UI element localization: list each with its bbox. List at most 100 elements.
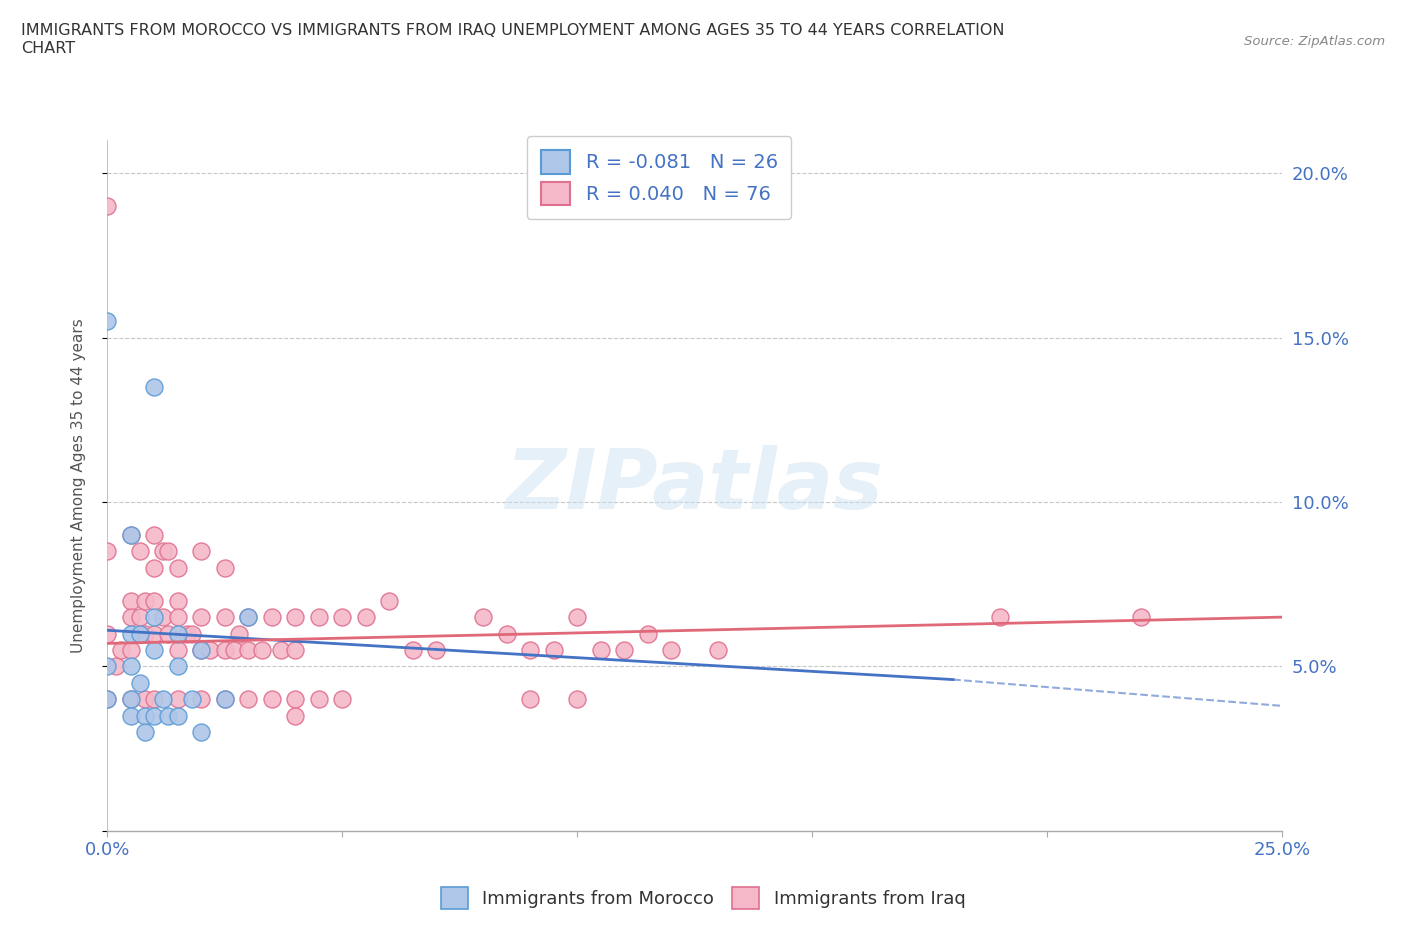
Point	[120, 692, 142, 707]
Point	[1130, 610, 1153, 625]
Point	[96, 692, 118, 707]
Point	[284, 643, 307, 658]
Point	[176, 626, 198, 641]
Point	[270, 643, 292, 658]
Point	[236, 643, 259, 658]
Point	[105, 659, 128, 674]
Point	[166, 610, 188, 625]
Point	[613, 643, 636, 658]
Point	[166, 643, 188, 658]
Point	[152, 692, 174, 707]
Point	[129, 626, 152, 641]
Point	[637, 626, 659, 641]
Point	[96, 626, 118, 641]
Point	[330, 692, 353, 707]
Point	[236, 610, 259, 625]
Point	[120, 610, 142, 625]
Point	[180, 692, 202, 707]
Point	[284, 709, 307, 724]
Point	[120, 527, 142, 542]
Point	[565, 692, 588, 707]
Point	[250, 643, 273, 658]
Point	[152, 610, 174, 625]
Point	[157, 709, 180, 724]
Legend: R = -0.081   N = 26, R = 0.040   N = 76: R = -0.081 N = 26, R = 0.040 N = 76	[527, 137, 792, 219]
Point	[589, 643, 612, 658]
Point	[543, 643, 565, 658]
Point	[190, 692, 212, 707]
Point	[200, 643, 222, 658]
Point	[134, 593, 156, 608]
Point	[659, 643, 682, 658]
Point	[378, 593, 401, 608]
Point	[308, 692, 330, 707]
Point	[120, 692, 142, 707]
Point	[190, 724, 212, 739]
Point	[236, 692, 259, 707]
Point	[401, 643, 423, 658]
Point	[214, 610, 236, 625]
Point	[134, 724, 156, 739]
Point	[120, 527, 142, 542]
Point	[129, 544, 152, 559]
Point	[214, 561, 236, 576]
Point	[308, 610, 330, 625]
Point	[472, 610, 495, 625]
Point	[143, 610, 166, 625]
Point	[166, 709, 188, 724]
Point	[143, 379, 166, 394]
Point	[284, 692, 307, 707]
Point	[425, 643, 447, 658]
Point	[143, 643, 166, 658]
Point	[214, 692, 236, 707]
Point	[354, 610, 377, 625]
Point	[166, 593, 188, 608]
Point	[260, 610, 283, 625]
Point	[707, 643, 730, 658]
Point	[214, 643, 236, 658]
Point	[519, 692, 541, 707]
Point	[166, 561, 188, 576]
Point	[129, 675, 152, 690]
Point	[214, 692, 236, 707]
Point	[120, 643, 142, 658]
Point	[143, 527, 166, 542]
Point	[157, 544, 180, 559]
Point	[134, 692, 156, 707]
Point	[134, 709, 156, 724]
Text: Source: ZipAtlas.com: Source: ZipAtlas.com	[1244, 35, 1385, 48]
Point	[236, 610, 259, 625]
Point	[565, 610, 588, 625]
Point	[157, 626, 180, 641]
Point	[96, 692, 118, 707]
Point	[284, 610, 307, 625]
Point	[190, 544, 212, 559]
Point	[120, 659, 142, 674]
Point	[110, 643, 132, 658]
Point	[96, 313, 118, 328]
Point	[166, 659, 188, 674]
Point	[143, 692, 166, 707]
Text: IMMIGRANTS FROM MOROCCO VS IMMIGRANTS FROM IRAQ UNEMPLOYMENT AMONG AGES 35 TO 44: IMMIGRANTS FROM MOROCCO VS IMMIGRANTS FR…	[21, 23, 1005, 56]
Point	[152, 544, 174, 559]
Point	[134, 626, 156, 641]
Point	[96, 659, 118, 674]
Legend: Immigrants from Morocco, Immigrants from Iraq: Immigrants from Morocco, Immigrants from…	[433, 880, 973, 916]
Point	[988, 610, 1011, 625]
Point	[190, 610, 212, 625]
Point	[129, 610, 152, 625]
Point	[228, 626, 250, 641]
Point	[519, 643, 541, 658]
Point	[260, 692, 283, 707]
Point	[190, 643, 212, 658]
Point	[143, 593, 166, 608]
Point	[120, 593, 142, 608]
Point	[166, 692, 188, 707]
Point	[190, 643, 212, 658]
Point	[166, 626, 188, 641]
Y-axis label: Unemployment Among Ages 35 to 44 years: Unemployment Among Ages 35 to 44 years	[72, 318, 86, 653]
Point	[96, 544, 118, 559]
Point	[495, 626, 517, 641]
Point	[120, 626, 142, 641]
Text: ZIPatlas: ZIPatlas	[506, 445, 883, 526]
